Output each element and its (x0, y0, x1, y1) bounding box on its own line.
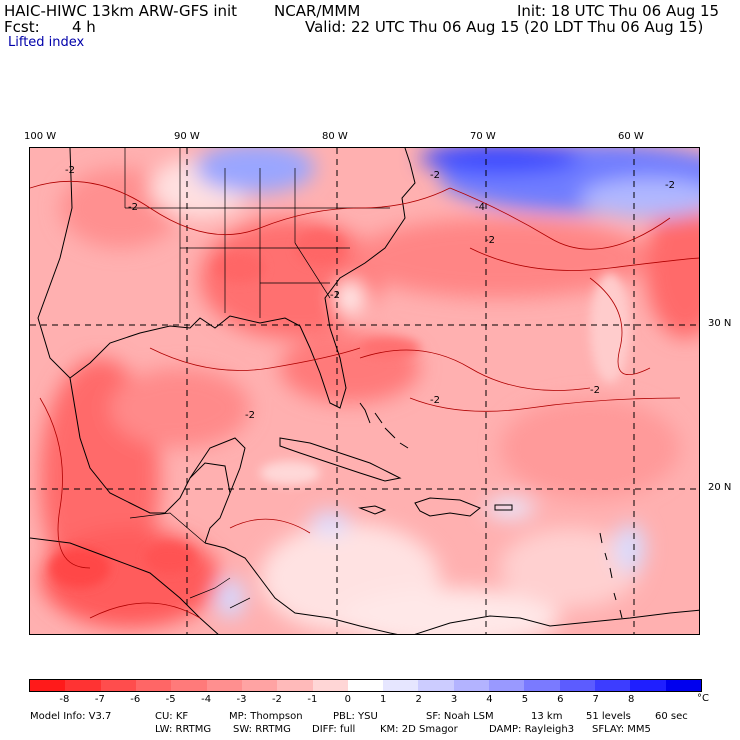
colorbar-swatch (171, 680, 207, 691)
colorbar-tick-label: -2 (271, 694, 282, 705)
contour-label: -2 (430, 395, 440, 406)
sflay-scheme: SFLAY: MM5 (592, 724, 651, 735)
contour-label: -2 (65, 165, 75, 176)
lon-label-80w: 80 W (322, 131, 348, 142)
colorbar-swatch (206, 680, 242, 691)
contour-labels: -2 -2 -2 -4 -2 -2 -2 -2 -2 -2 (65, 165, 675, 421)
sw-scheme: SW: RRTMG (233, 724, 291, 735)
colorbar-tick-label: -7 (94, 694, 105, 705)
colorbar-swatch (595, 680, 631, 691)
colorbar-swatch (383, 680, 419, 691)
diff-scheme: DIFF: full (312, 724, 356, 735)
km-scheme: KM: 2D Smagor (380, 724, 458, 735)
resolution: 13 km (531, 711, 563, 722)
lat-label-20n: 20 N (708, 482, 732, 493)
coastlines (30, 148, 699, 634)
pbl-scheme: PBL: YSU (333, 711, 378, 722)
colorbar-tick-label: 3 (450, 694, 458, 705)
contour-label: -2 (245, 410, 255, 421)
colorbar-swatch (312, 680, 348, 691)
colorbar-swatch (347, 680, 384, 691)
mp-scheme: MP: Thompson (229, 711, 303, 722)
colorbar (29, 679, 702, 692)
colorbar-swatch (277, 680, 313, 691)
lw-scheme: LW: RRTMG (155, 724, 212, 735)
colorbar-tick-label: 1 (380, 694, 387, 705)
colorbar-swatch (418, 680, 454, 691)
cu-scheme: CU: KF (155, 711, 189, 722)
lat-label-30n: 30 N (708, 318, 732, 329)
colorbar-swatch (30, 680, 66, 691)
colorbar-tick-label: 0 (344, 694, 351, 705)
colorbar-tick-label: 6 (557, 694, 564, 705)
damp-scheme: DAMP: Rayleigh3 (489, 724, 575, 735)
colorbar-tick-label: -1 (307, 694, 318, 705)
contour-label: -2 (330, 290, 340, 301)
contour-label: -2 (430, 170, 440, 181)
colorbar-unit: °C (697, 693, 709, 704)
contour-label: -2 (590, 385, 600, 396)
colorbar-tick-label: -3 (236, 694, 247, 705)
map-canvas: -2 -2 -2 -4 -2 -2 -2 -2 -2 -2 (30, 148, 699, 634)
colorbar-swatch (65, 680, 101, 691)
colorbar-swatch (524, 680, 560, 691)
forecast-hour: 4 h (72, 18, 96, 36)
lon-label-70w: 70 W (470, 131, 496, 142)
colorbar-swatch (100, 680, 136, 691)
model-title: HAIC-HIWC 13km ARW-GFS init (4, 2, 238, 20)
colorbar-tick-label: -5 (165, 694, 176, 705)
lon-label-60w: 60 W (618, 131, 644, 142)
levels: 51 levels (586, 711, 631, 722)
contour-label: -4 (475, 202, 485, 213)
sf-scheme: SF: Noah LSM (426, 711, 494, 722)
forecast-label: Fcst: (4, 18, 40, 36)
lifted-index-map: -2 -2 -2 -4 -2 -2 -2 -2 -2 -2 (29, 147, 700, 635)
state-borders (124, 148, 390, 609)
lon-label-90w: 90 W (174, 131, 200, 142)
colorbar-swatch (559, 680, 595, 691)
contour-label: -2 (665, 180, 675, 191)
colorbar-tick-label: -4 (201, 694, 212, 705)
timestep: 60 sec (655, 711, 688, 722)
colorbar-tick-label: -6 (130, 694, 141, 705)
field-name: Lifted index (8, 35, 85, 50)
contour-label: -2 (128, 202, 138, 213)
init-time: Init: 18 UTC Thu 06 Aug 15 (517, 2, 720, 20)
colorbar-swatch (665, 680, 701, 691)
colorbar-swatch (453, 680, 490, 691)
colorbar-swatch (630, 680, 666, 691)
colorbar-swatch (135, 680, 172, 691)
model-info: Model Info: V3.7 (30, 711, 112, 722)
colorbar-tick-label: 8 (627, 694, 635, 705)
contours (30, 180, 699, 619)
org-label: NCAR/MMM (274, 2, 361, 20)
colorbar-swatch (489, 680, 525, 691)
colorbar-swatch (241, 680, 278, 691)
colorbar-tick-label: 4 (486, 694, 493, 705)
colorbar-tick-label: 5 (521, 694, 529, 705)
lat-lon-grid (30, 148, 699, 634)
contour-label: -2 (485, 235, 495, 246)
colorbar-tick-label: -8 (59, 694, 70, 705)
colorbar-tick-label: 7 (592, 694, 599, 705)
colorbar-tick-label: 2 (415, 694, 422, 705)
lon-label-100w: 100 W (24, 131, 57, 142)
valid-time: Valid: 22 UTC Thu 06 Aug 15 (20 LDT Thu … (305, 18, 704, 36)
